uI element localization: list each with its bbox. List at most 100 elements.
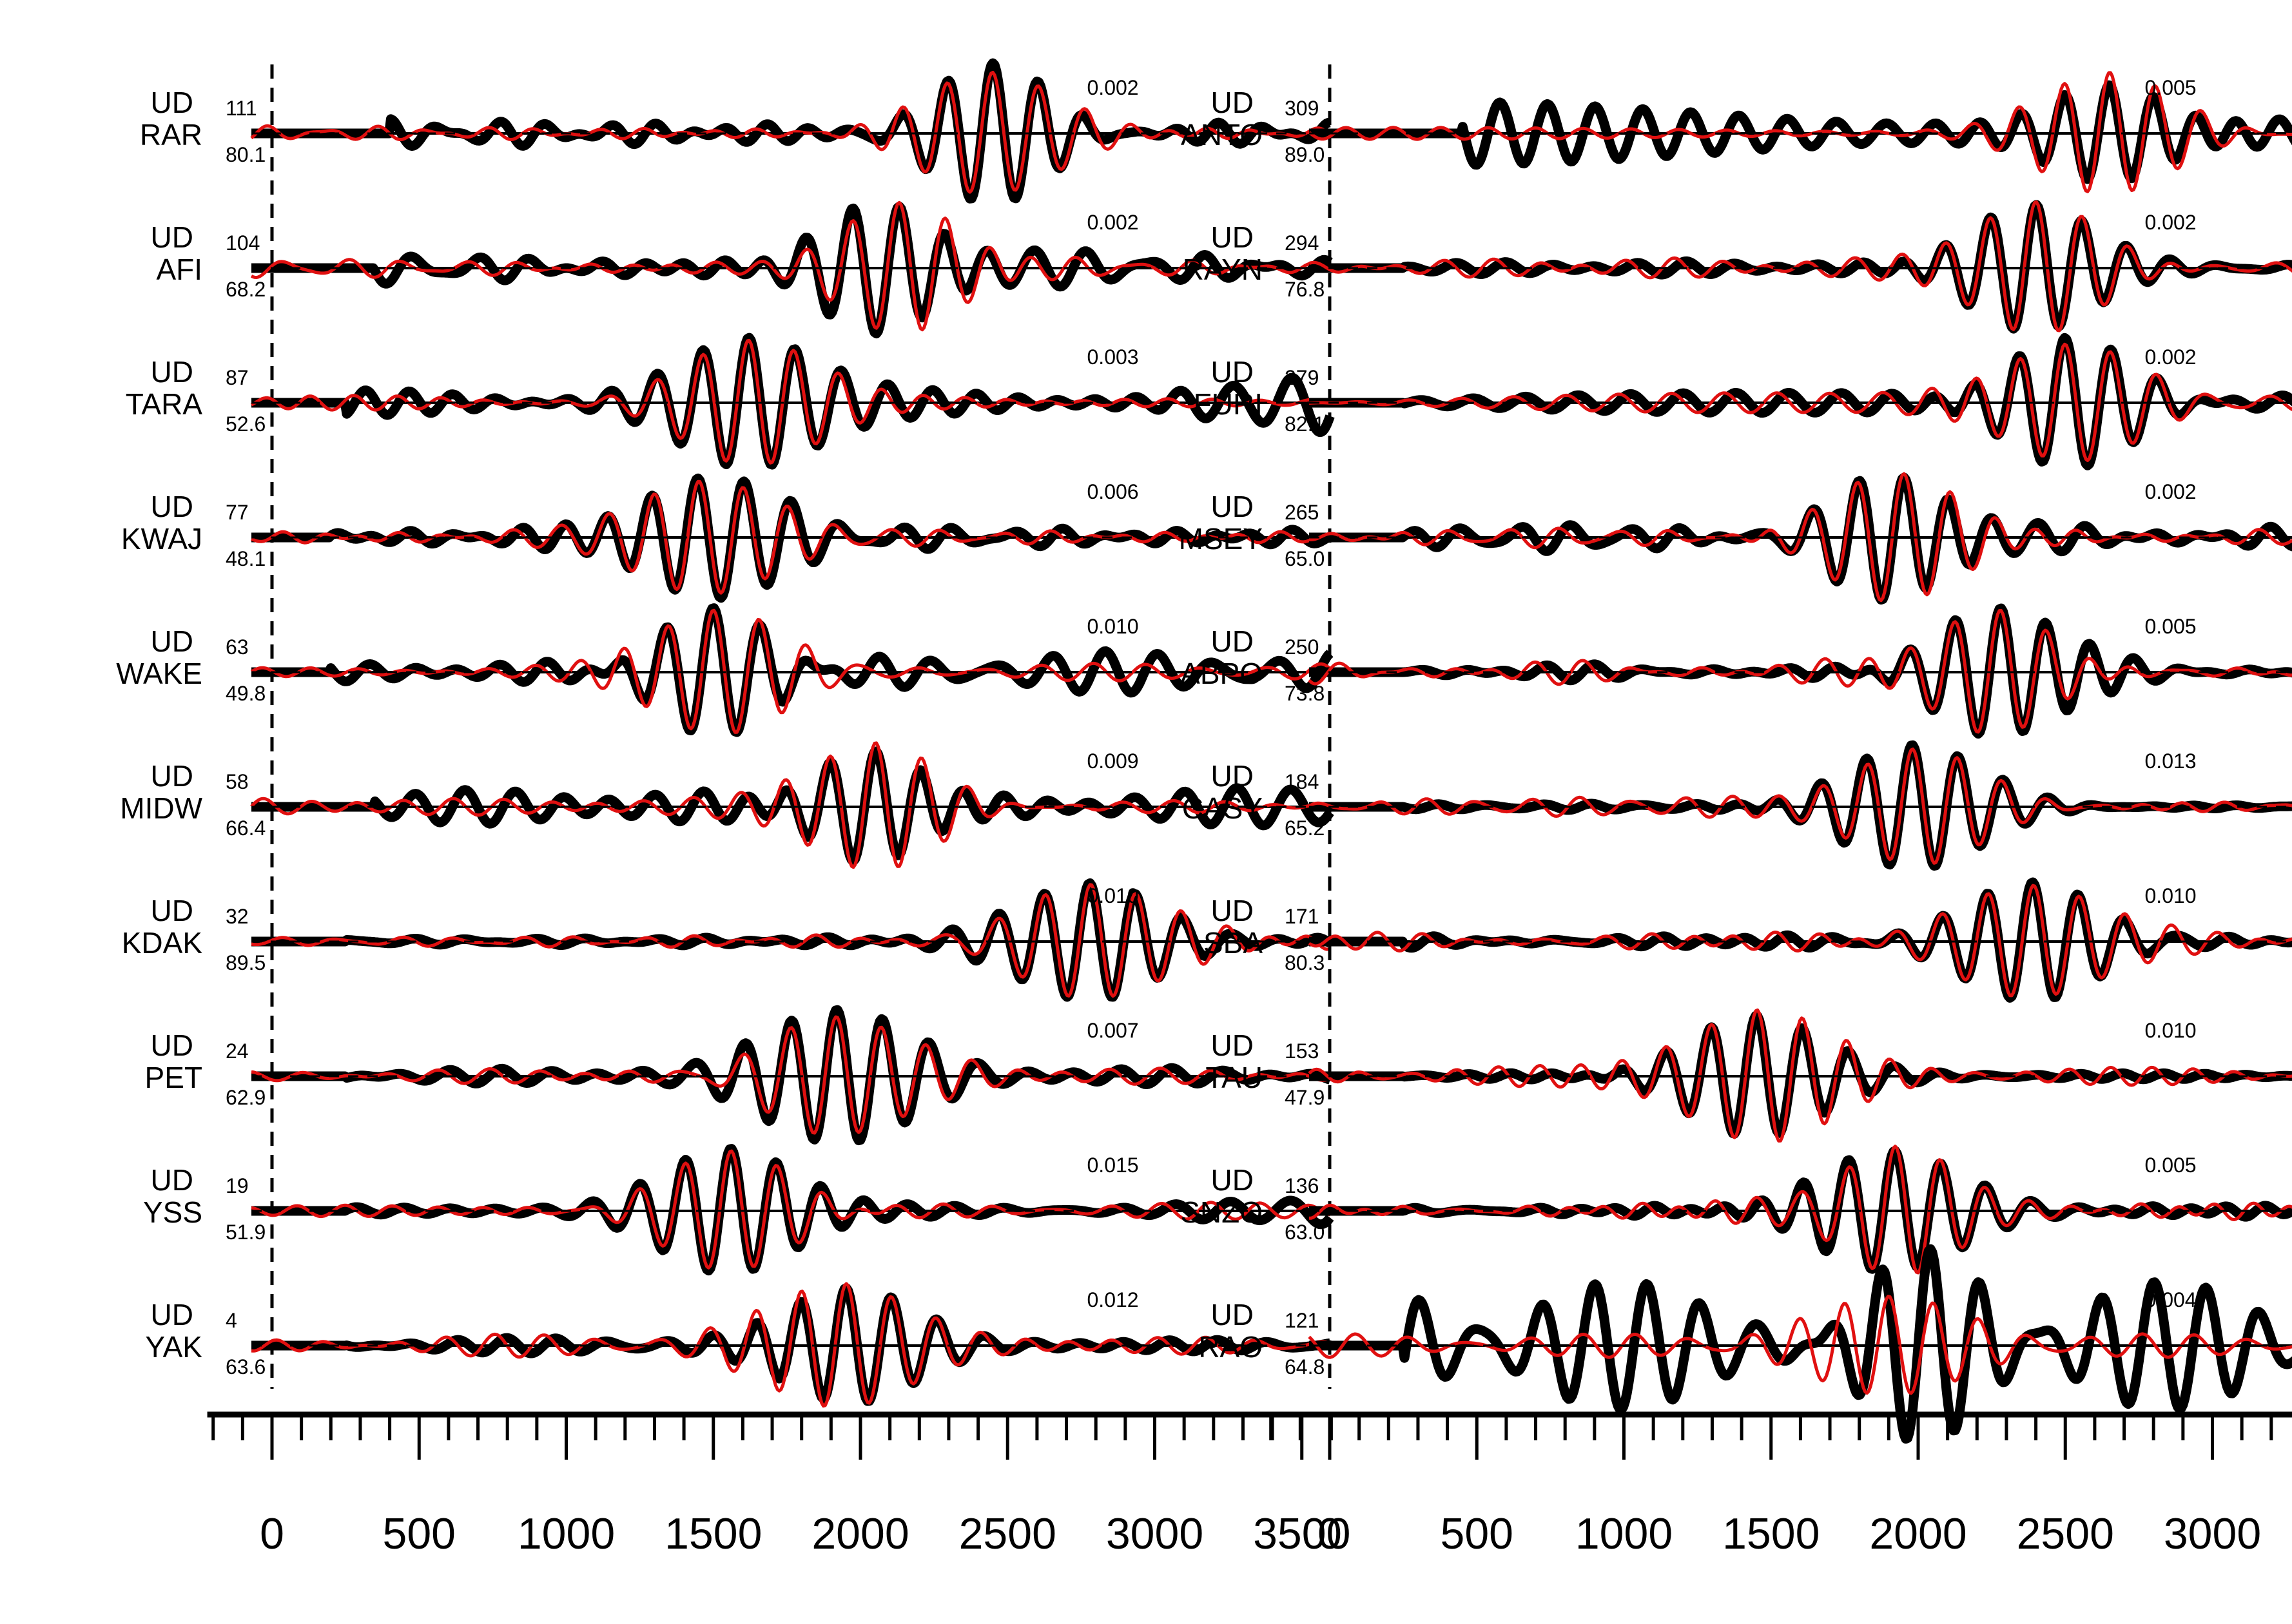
- azimuth-label: 32: [226, 905, 249, 928]
- station-label: YSS: [143, 1195, 202, 1229]
- x-tick-label: 1000: [518, 1509, 615, 1558]
- component-label: UD: [151, 759, 193, 793]
- synthetic-waveform-pet: [251, 1015, 1331, 1135]
- azimuth-label: 77: [226, 501, 249, 524]
- synthetic-waveform-midw: [250, 741, 1331, 869]
- synthetic-waveform-rar: [250, 70, 1332, 194]
- component-label: UD: [1211, 1029, 1254, 1062]
- component-label: UD: [151, 894, 193, 927]
- observed-waveform-anto: [1306, 80, 2292, 184]
- station-label: ABPO: [1180, 657, 1263, 690]
- station-label: RAYN: [1183, 253, 1263, 286]
- amplitude-label: 0.015: [1087, 1154, 1139, 1177]
- distance-label: 68.2: [226, 278, 266, 301]
- observed-waveform-tau: [1306, 1010, 2292, 1139]
- amplitude-label: 0.010: [1087, 884, 1139, 907]
- x-tick-label: 3500: [1253, 1509, 1350, 1558]
- station-label: ANTO: [1181, 118, 1263, 151]
- amplitude-label: 0.002: [2145, 480, 2197, 503]
- station-label: RAR: [140, 118, 202, 151]
- distance-label: 47.9: [1285, 1086, 1325, 1109]
- distance-label: 63.6: [226, 1355, 266, 1378]
- amplitude-label: 0.010: [2145, 884, 2197, 907]
- station-label: SNZO: [1180, 1195, 1263, 1229]
- component-label: UD: [1211, 1163, 1254, 1197]
- right-panel: UDANTO30989.00.005UDRAYN29476.80.002UDFU…: [1179, 64, 2292, 1558]
- component-label: UD: [151, 220, 193, 254]
- amplitude-label: 0.002: [1087, 76, 1139, 99]
- synthetic-waveform-rayn: [1308, 200, 2292, 333]
- station-label: TARA: [126, 387, 203, 421]
- amplitude-label: 0.002: [2145, 345, 2197, 369]
- component-label: UD: [151, 1298, 193, 1331]
- synthetic-waveform-yak: [251, 1282, 1331, 1408]
- azimuth-label: 104: [226, 231, 260, 255]
- azimuth-label: 294: [1285, 231, 1319, 255]
- distance-label: 73.8: [1285, 682, 1325, 705]
- station-label: KDAK: [122, 926, 203, 960]
- synthetic-waveform-afi: [250, 200, 1331, 332]
- x-tick-label: 0: [1317, 1509, 1342, 1558]
- station-label: MSEY: [1179, 522, 1263, 556]
- distance-label: 63.0: [1285, 1221, 1325, 1244]
- azimuth-label: 136: [1285, 1174, 1319, 1197]
- synthetic-waveform-anto: [1308, 71, 2292, 193]
- amplitude-label: 0.003: [1087, 345, 1139, 369]
- station-label: YAK: [145, 1330, 202, 1364]
- x-tick-label: 500: [383, 1509, 456, 1558]
- azimuth-label: 279: [1285, 366, 1319, 389]
- azimuth-label: 24: [226, 1039, 249, 1063]
- observed-waveform-kwaj: [248, 473, 1334, 603]
- x-tick-label: 1500: [1722, 1509, 1820, 1558]
- station-label: FURI: [1194, 387, 1263, 421]
- amplitude-label: 0.004: [2145, 1288, 2197, 1311]
- x-tick-label: 0: [260, 1509, 284, 1558]
- x-tick-label: 1000: [1575, 1509, 1673, 1558]
- x-tick-label: 2000: [811, 1509, 909, 1558]
- component-label: UD: [1211, 894, 1254, 927]
- component-label: UD: [1211, 490, 1254, 523]
- component-label: UD: [151, 1029, 193, 1062]
- station-label: KWAJ: [121, 522, 202, 556]
- observed-waveform-furi: [1306, 333, 2292, 470]
- component-label: UD: [1211, 624, 1254, 658]
- station-label: TAU: [1205, 1061, 1263, 1094]
- component-label: UD: [1211, 220, 1254, 254]
- amplitude-label: 0.010: [2145, 1019, 2197, 1042]
- station-label: PET: [145, 1061, 202, 1094]
- left-panel: UDRAR11180.10.002UDAFI10468.20.002UDTARA…: [116, 58, 1350, 1558]
- component-label: UD: [1211, 86, 1254, 119]
- amplitude-label: 0.005: [2145, 1154, 2197, 1177]
- azimuth-label: 121: [1285, 1309, 1319, 1332]
- distance-label: 65.2: [1285, 817, 1325, 840]
- observed-waveform-pet: [248, 1005, 1334, 1146]
- azimuth-label: 87: [226, 366, 249, 389]
- synthetic-waveform-tau: [1308, 1008, 2292, 1143]
- station-label: WAKE: [116, 657, 202, 690]
- x-tick-label: 2500: [959, 1509, 1056, 1558]
- station-label: RAO: [1198, 1330, 1263, 1364]
- component-label: UD: [151, 624, 193, 658]
- component-label: UD: [1211, 1298, 1254, 1331]
- synthetic-waveform-furi: [1308, 342, 2292, 462]
- x-tick-label: 1500: [665, 1509, 762, 1558]
- azimuth-label: 309: [1285, 97, 1319, 120]
- amplitude-label: 0.012: [1087, 1288, 1139, 1311]
- azimuth-label: 58: [226, 770, 249, 793]
- distance-label: 52.6: [226, 412, 266, 436]
- distance-label: 89.0: [1285, 143, 1325, 166]
- azimuth-label: 4: [226, 1309, 237, 1332]
